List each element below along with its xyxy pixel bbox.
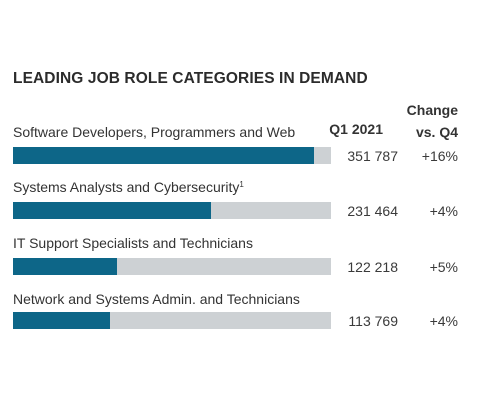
value-label: 351 787 (347, 148, 398, 164)
footnote-mark: 1 (239, 180, 244, 189)
category-label-text: Network and Systems Admin. and Technicia… (13, 291, 300, 307)
value-label: 122 218 (347, 259, 398, 275)
header-change-line2: vs. Q4 (415, 124, 458, 140)
chart-title: LEADING JOB ROLE CATEGORIES IN DEMAND (13, 70, 368, 87)
bar-track (13, 258, 331, 275)
category-label: Systems Analysts and Cybersecurity1 (13, 179, 244, 195)
category-label: Network and Systems Admin. and Technicia… (13, 291, 300, 307)
bar-track (13, 202, 331, 219)
category-label: Software Developers, Programmers and Web (13, 124, 295, 140)
category-label-text: Systems Analysts and Cybersecurity (13, 179, 240, 195)
bar (13, 258, 117, 275)
change-label: +4% (429, 313, 458, 329)
change-label: +5% (429, 259, 458, 275)
bar (13, 147, 314, 164)
change-label: +16% (421, 148, 458, 164)
bar (13, 312, 110, 329)
value-label: 231 464 (347, 203, 398, 219)
bar (13, 202, 211, 219)
header-change: Change vs. Q4 (407, 99, 458, 143)
header-q1: Q1 2021 (329, 121, 383, 137)
bar-track (13, 147, 331, 164)
value-label: 113 769 (348, 313, 398, 329)
category-label: IT Support Specialists and Technicians (13, 235, 253, 251)
header-change-line1: Change (406, 102, 458, 118)
category-label-text: IT Support Specialists and Technicians (13, 235, 253, 251)
bar-track (13, 312, 331, 329)
change-label: +4% (429, 203, 458, 219)
category-label-text: Software Developers, Programmers and Web (13, 124, 296, 140)
